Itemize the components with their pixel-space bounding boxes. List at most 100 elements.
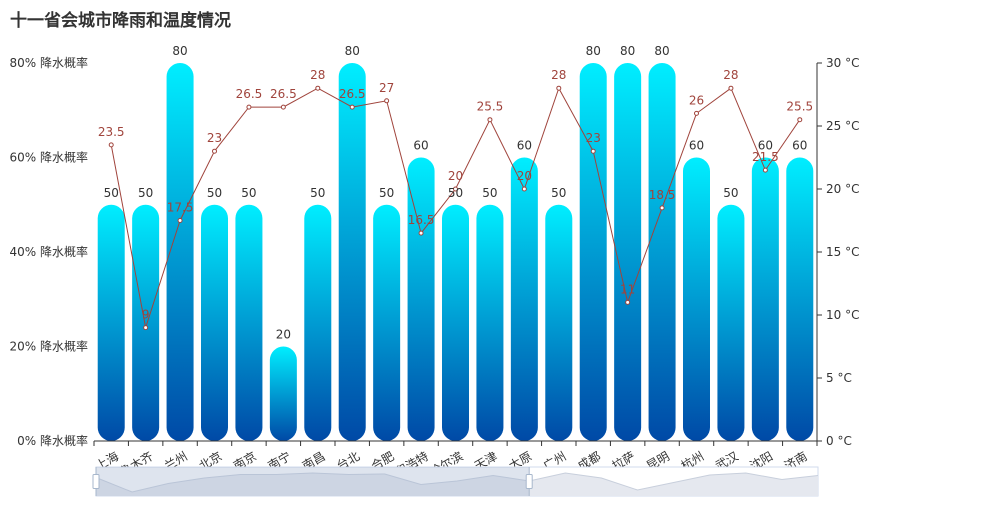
temperature-point[interactable] (797, 117, 803, 123)
bar[interactable] (717, 204, 745, 441)
bar[interactable] (407, 157, 435, 442)
bar-value-label: 60 (413, 139, 428, 153)
temperature-point[interactable] (453, 186, 458, 192)
bar[interactable] (338, 63, 366, 441)
bar-value-label: 50 (482, 186, 497, 200)
temperature-point[interactable] (384, 98, 390, 104)
temperature-point[interactable] (556, 85, 562, 91)
y-left-tick-label: 40% 降水概率 (10, 244, 89, 259)
y-right-tick-label: 20 °C (826, 182, 859, 196)
temperature-value-label: 26.5 (236, 87, 263, 101)
bar[interactable] (751, 157, 779, 442)
y-right-tick-label: 15 °C (826, 245, 859, 259)
y-left-tick-label: 0% 降水概率 (17, 433, 88, 448)
temperature-point[interactable] (590, 148, 596, 154)
bar[interactable] (373, 204, 401, 441)
temperature-value-label: 20 (517, 169, 532, 183)
temperature-value-label: 20 (448, 169, 463, 183)
temperature-point[interactable] (694, 110, 699, 116)
temperature-value-label: 11 (620, 282, 635, 296)
bar-value-label: 50 (448, 186, 463, 200)
temperature-value-label: 25.5 (786, 100, 813, 114)
datazoom-handle[interactable] (92, 474, 100, 489)
bar-value-label: 60 (517, 139, 532, 153)
temperature-point[interactable] (212, 148, 217, 154)
y-right-tick-label: 5 °C (826, 371, 852, 385)
y-right-tick-label: 10 °C (826, 308, 859, 322)
temperature-value-label: 28 (723, 68, 738, 82)
bar-value-label: 60 (792, 139, 807, 153)
temperature-value-label: 25.5 (477, 100, 504, 114)
y-left-tick-label: 20% 降水概率 (10, 339, 89, 354)
bar[interactable] (304, 204, 332, 441)
temperature-point[interactable] (143, 325, 149, 331)
datazoom-selection[interactable] (96, 467, 530, 496)
temperature-point[interactable] (315, 85, 321, 91)
temperature-value-label: 21.5 (752, 150, 779, 164)
temperature-value-label: 23 (586, 131, 601, 145)
temperature-value-label: 26.5 (339, 87, 366, 101)
bar-value-label: 80 (586, 44, 601, 58)
temperature-value-label: 26.5 (270, 87, 297, 101)
bar-value-label: 50 (551, 186, 566, 200)
y-right-tick-label: 30 °C (826, 56, 859, 70)
bar[interactable] (97, 204, 125, 441)
bar[interactable] (442, 204, 469, 441)
bar[interactable] (545, 204, 573, 441)
bar-value-label: 60 (758, 139, 773, 153)
temperature-point[interactable] (659, 205, 665, 211)
temperature-point[interactable] (521, 186, 527, 192)
temperature-point[interactable] (108, 142, 114, 148)
bar[interactable] (166, 63, 194, 441)
temperature-value-label: 26 (689, 93, 704, 107)
bar-value-label: 80 (620, 44, 635, 58)
bar[interactable] (132, 204, 160, 441)
bar-value-label: 50 (723, 186, 738, 200)
bar[interactable] (510, 157, 538, 442)
temperature-point[interactable] (762, 167, 768, 173)
y-right-tick-label: 25 °C (826, 119, 859, 133)
chart-title: 十一省会城市降雨和温度情况 (10, 11, 231, 31)
temperature-value-label: 16.5 (408, 213, 435, 227)
temperature-point[interactable] (625, 299, 631, 305)
bar-value-label: 50 (104, 186, 119, 200)
bar-value-label: 50 (138, 186, 153, 200)
y-right-tick-label: 0 °C (826, 434, 852, 448)
bar[interactable] (683, 157, 710, 442)
bar-value-label: 50 (310, 186, 325, 200)
bar-value-label: 80 (345, 44, 360, 58)
bar[interactable] (614, 63, 642, 441)
bar[interactable] (476, 204, 504, 441)
bar[interactable] (579, 63, 607, 441)
bar[interactable] (786, 157, 814, 442)
temperature-point[interactable] (280, 104, 286, 110)
bar-value-label: 50 (207, 186, 222, 200)
bar[interactable] (235, 204, 263, 441)
bar-value-label: 50 (379, 186, 394, 200)
temperature-value-label: 18.5 (649, 188, 676, 202)
y-left-tick-label: 80% 降水概率 (10, 55, 89, 70)
temperature-point[interactable] (418, 230, 424, 236)
bar[interactable] (201, 204, 228, 441)
temperature-point[interactable] (728, 85, 734, 91)
bar-value-label: 20 (276, 328, 291, 342)
bar-value-label: 50 (241, 186, 256, 200)
bar-value-label: 80 (172, 44, 187, 58)
bar-value-label: 80 (654, 44, 669, 58)
datazoom-handle[interactable] (525, 474, 533, 489)
bar[interactable] (269, 346, 297, 442)
temperature-value-label: 23.5 (98, 125, 125, 139)
temperature-value-label: 9 (142, 308, 150, 322)
temperature-value-label: 28 (551, 68, 566, 82)
temperature-point[interactable] (487, 117, 493, 123)
temperature-point[interactable] (177, 218, 183, 223)
y-left-tick-label: 60% 降水概率 (10, 150, 89, 165)
temperature-value-label: 27 (379, 81, 394, 95)
temperature-value-label: 28 (310, 68, 325, 82)
temperature-value-label: 17.5 (167, 201, 194, 215)
temperature-point[interactable] (246, 104, 252, 110)
temperature-point[interactable] (349, 104, 355, 110)
datazoom-shadow-line (95, 472, 819, 493)
bar[interactable] (648, 63, 676, 441)
